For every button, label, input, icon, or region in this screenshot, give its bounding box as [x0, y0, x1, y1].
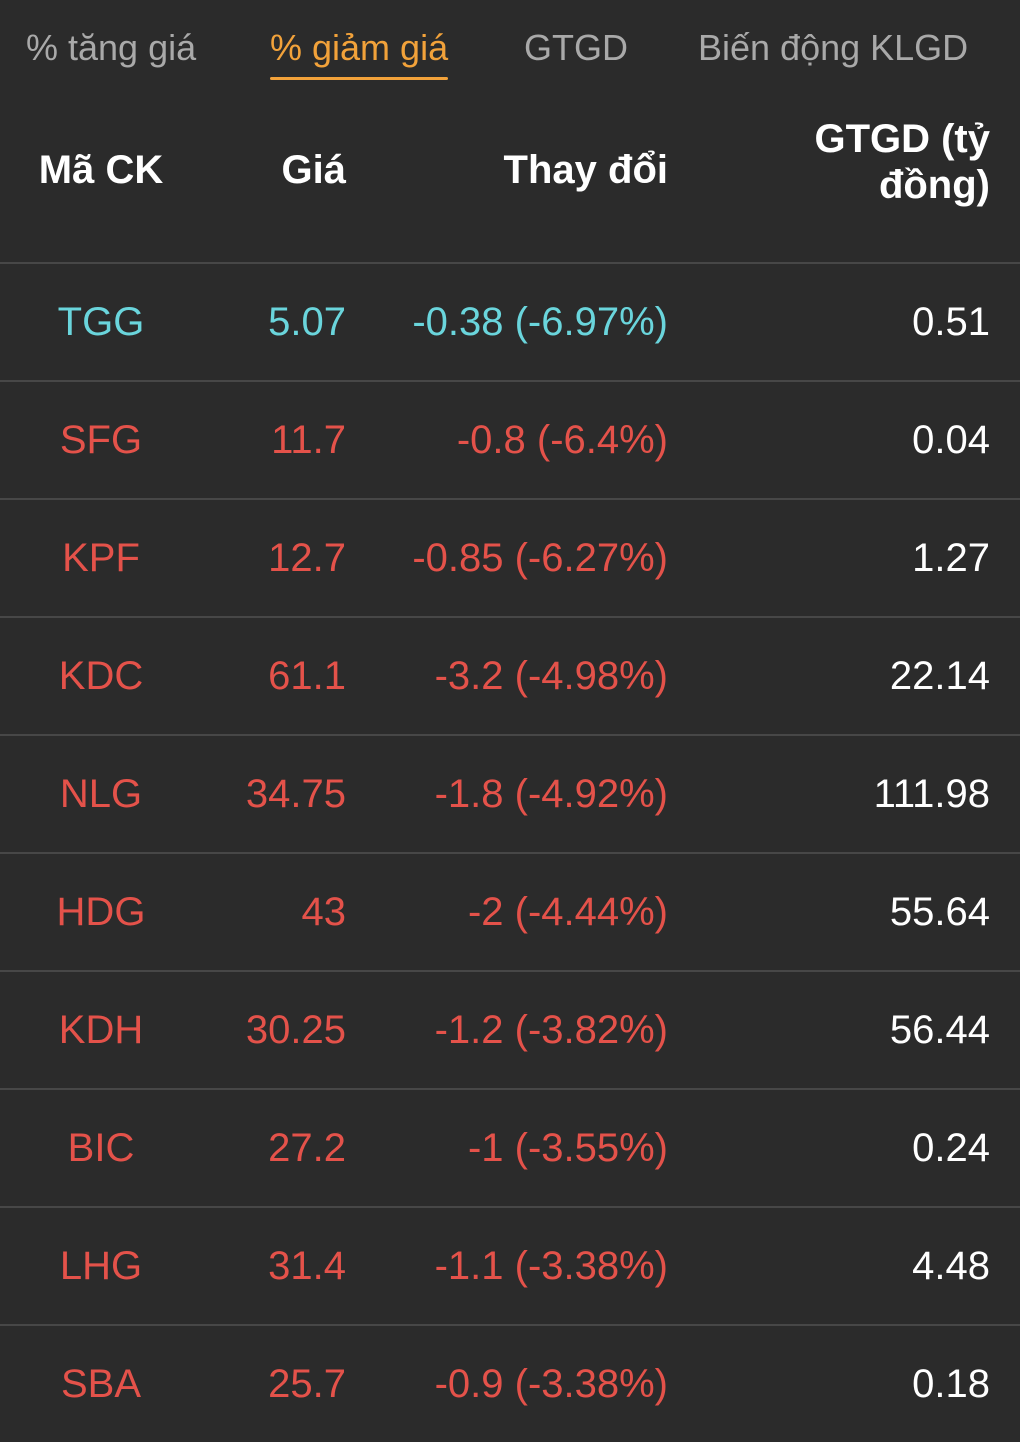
stock-change: -1.8 (-4.92%)	[434, 772, 668, 816]
table-row[interactable]: NLG 34.75 -1.8 (-4.92%) 111.98	[0, 734, 1020, 852]
header-code: Mã CK	[38, 148, 164, 192]
stock-price: 34.75	[245, 772, 346, 816]
table-row[interactable]: SBA 25.7 -0.9 (-3.38%) 0.18	[0, 1324, 1020, 1442]
stock-trading-value: 0.51	[912, 300, 990, 344]
stock-code: NLG	[59, 772, 143, 816]
tab-trading-value[interactable]: GTGD	[524, 26, 628, 70]
stock-change: -3.2 (-4.98%)	[434, 654, 668, 698]
stock-change: -0.38 (-6.97%)	[412, 300, 668, 344]
stock-trading-value: 0.24	[912, 1126, 990, 1170]
stock-price: 31.4	[268, 1244, 346, 1288]
table-row[interactable]: KDH 30.25 -1.2 (-3.82%) 56.44	[0, 970, 1020, 1088]
tab-top-gainers-label: % tăng giá	[26, 27, 197, 68]
stock-change: -0.9 (-3.38%)	[434, 1362, 668, 1406]
tab-top-losers[interactable]: % giảm giá	[270, 26, 449, 80]
stock-code: HDG	[56, 890, 146, 934]
stock-code: KPF	[62, 536, 140, 580]
stock-change: -1.2 (-3.82%)	[434, 1008, 668, 1052]
table-body: TGG 5.07 -0.38 (-6.97%) 0.51 SFG 11.7 -0.8 (-6…	[0, 262, 1020, 1442]
table-header: Mã CK Giá Thay đổi GTGD (tỷ đồng)	[0, 100, 1020, 262]
header-value: GTGD (tỷ đồng)	[814, 117, 990, 207]
stock-trading-value: 55.64	[889, 890, 990, 934]
table-row[interactable]: KDC 61.1 -3.2 (-4.98%) 22.14	[0, 616, 1020, 734]
tab-volume-change[interactable]: Biến động KLGD	[698, 26, 968, 70]
stock-price: 27.2	[268, 1126, 346, 1170]
table-row[interactable]: BIC 27.2 -1 (-3.55%) 0.24	[0, 1088, 1020, 1206]
tab-trading-value-label: GTGD	[524, 27, 628, 68]
stock-price: 30.25	[245, 1008, 346, 1052]
stock-code: KDC	[58, 654, 144, 698]
stock-trading-value: 0.04	[912, 418, 990, 462]
stock-trading-value: 0.18	[912, 1362, 990, 1406]
stock-price: 43	[301, 890, 347, 934]
table-row[interactable]: HDG 43 -2 (-4.44%) 55.64	[0, 852, 1020, 970]
table-row[interactable]: TGG 5.07 -0.38 (-6.97%) 0.51	[0, 262, 1020, 380]
header-price: Giá	[281, 148, 346, 192]
stock-code: TGG	[57, 300, 145, 344]
tab-top-losers-label: % giảm giá	[270, 27, 449, 68]
stock-code: BIC	[67, 1126, 135, 1170]
stock-trading-value: 111.98	[873, 772, 990, 816]
stock-change: -1.1 (-3.38%)	[434, 1244, 668, 1288]
table-row[interactable]: SFG 11.7 -0.8 (-6.4%) 0.04	[0, 380, 1020, 498]
stock-price: 12.7	[268, 536, 346, 580]
tab-bar: % tăng giá % giảm giá GTGD Biến động KLG…	[0, 0, 1020, 100]
stock-price: 5.07	[268, 300, 346, 344]
stock-code: LHG	[59, 1244, 143, 1288]
stock-change: -1 (-3.55%)	[467, 1126, 668, 1170]
stock-change: -0.8 (-6.4%)	[456, 418, 668, 462]
stock-price: 11.7	[271, 418, 346, 462]
stock-trading-value: 1.27	[912, 536, 990, 580]
table-row[interactable]: KPF 12.7 -0.85 (-6.27%) 1.27	[0, 498, 1020, 616]
stock-price: 61.1	[268, 654, 346, 698]
tab-top-gainers[interactable]: % tăng giá	[26, 26, 196, 70]
stock-trading-value: 56.44	[889, 1008, 990, 1052]
stock-trading-value: 4.48	[912, 1244, 990, 1288]
table-row[interactable]: LHG 31.4 -1.1 (-3.38%) 4.48	[0, 1206, 1020, 1324]
stock-code: SFG	[59, 418, 143, 462]
tab-volume-change-label: Biến động KLGD	[698, 27, 969, 68]
stock-change: -0.85 (-6.27%)	[412, 536, 668, 580]
stock-change: -2 (-4.44%)	[467, 890, 668, 934]
active-tab-indicator	[270, 77, 449, 80]
stock-price: 25.7	[268, 1362, 346, 1406]
stock-code: KDH	[58, 1008, 144, 1052]
stock-trading-value: 22.14	[889, 654, 990, 698]
header-change: Thay đổi	[503, 148, 668, 192]
stock-code: SBA	[60, 1362, 142, 1406]
